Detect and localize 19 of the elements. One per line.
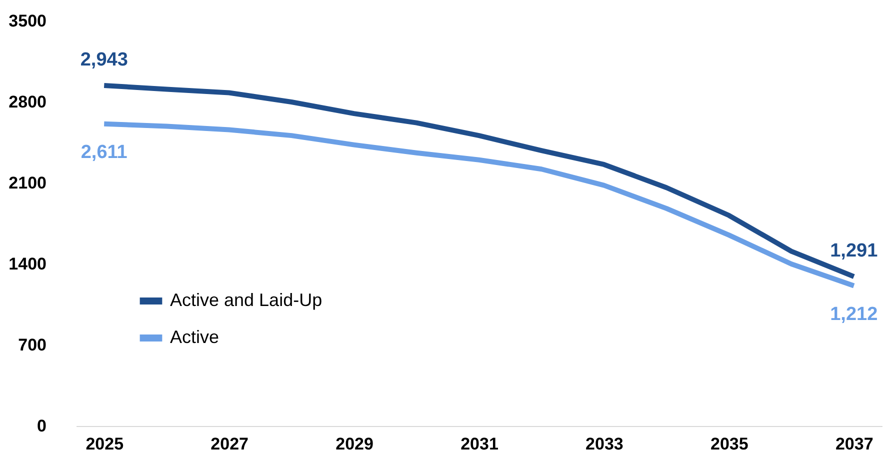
- legend-label: Active and Laid-Up: [170, 290, 322, 310]
- x-tick-label: 2029: [336, 434, 374, 454]
- x-tick-label: 2037: [835, 434, 874, 454]
- data-label: 1,291: [830, 240, 878, 262]
- x-tick-label: 2033: [586, 434, 624, 454]
- data-label: 2,943: [80, 49, 128, 70]
- x-tick-label: 2031: [460, 434, 498, 454]
- x-tick-label: 2035: [710, 434, 748, 454]
- x-tick-label: 2025: [86, 434, 124, 454]
- data-label: 2,611: [80, 142, 128, 163]
- data-label: 1,212: [830, 304, 878, 325]
- y-tick-label: 2100: [8, 174, 46, 192]
- legend-label: Active: [170, 327, 220, 347]
- y-tick-label: 2800: [8, 92, 46, 112]
- y-tick-label: 1400: [8, 254, 46, 274]
- y-tick-label: 0: [37, 416, 46, 436]
- y-tick-label: 700: [18, 336, 46, 354]
- y-tick-label: 3500: [8, 12, 46, 30]
- x-tick-label: 2027: [210, 434, 248, 454]
